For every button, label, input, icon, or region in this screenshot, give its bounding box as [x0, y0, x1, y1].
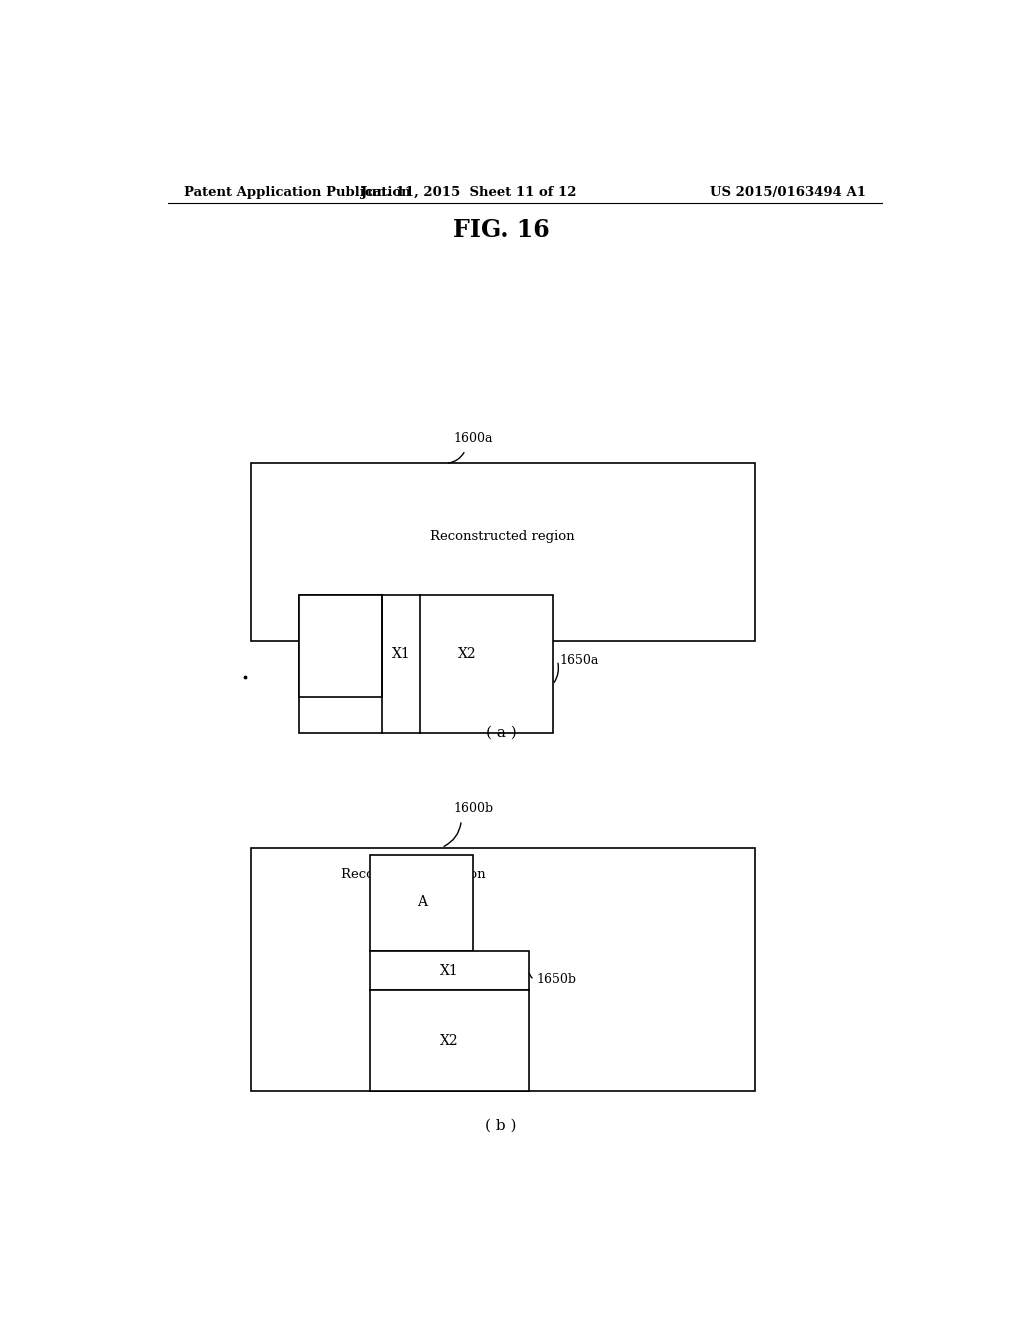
Bar: [299, 595, 553, 733]
Text: 1600b: 1600b: [454, 803, 494, 814]
Text: X1: X1: [440, 964, 459, 978]
Text: ( b ): ( b ): [485, 1119, 517, 1133]
Text: 1600a: 1600a: [454, 432, 493, 445]
Text: A: A: [335, 630, 345, 643]
Text: 1650a: 1650a: [560, 653, 599, 667]
Text: Reconstructed region: Reconstructed region: [341, 869, 486, 882]
Bar: [370, 952, 528, 990]
Bar: [251, 847, 755, 1092]
Text: ( a ): ( a ): [485, 726, 516, 739]
Bar: [370, 854, 473, 952]
Bar: [299, 595, 382, 697]
Text: Jun. 11, 2015  Sheet 11 of 12: Jun. 11, 2015 Sheet 11 of 12: [361, 186, 577, 199]
Text: X1: X1: [391, 647, 411, 661]
Text: Patent Application Publication: Patent Application Publication: [183, 186, 411, 199]
Text: 1650b: 1650b: [537, 973, 577, 986]
Bar: [370, 990, 528, 1092]
Text: X2: X2: [440, 1034, 459, 1048]
Text: Reconstructed region: Reconstructed region: [430, 531, 574, 543]
Text: X2: X2: [458, 647, 476, 661]
Bar: [251, 463, 755, 642]
Text: US 2015/0163494 A1: US 2015/0163494 A1: [710, 186, 866, 199]
Text: A: A: [417, 895, 427, 909]
Text: FIG. 16: FIG. 16: [453, 218, 549, 242]
